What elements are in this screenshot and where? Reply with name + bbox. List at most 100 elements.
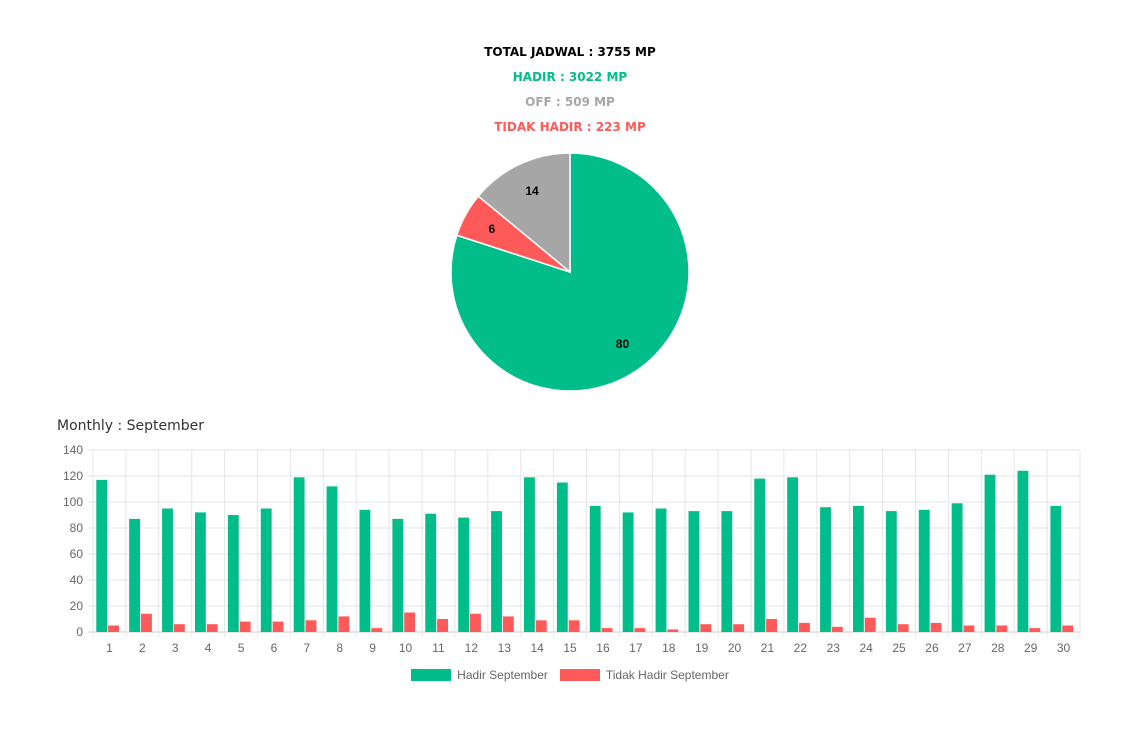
bar-tidak-hadir[interactable] [963,625,975,633]
bar-hadir[interactable] [885,511,897,632]
pie-slice-2[interactable] [477,152,571,274]
x-tick-label: 3 [172,641,179,655]
x-tick-label: 8 [336,641,343,655]
x-tick-label: 20 [728,641,742,655]
bar-tidak-hadir[interactable] [1029,628,1041,632]
bar-hadir[interactable] [260,508,272,633]
pie-slice-0[interactable] [450,152,690,392]
bar-tidak-hadir[interactable] [634,628,646,632]
bar-hadir[interactable] [194,512,206,632]
bar-tidak-hadir[interactable] [470,613,481,632]
bar-tidak-hadir[interactable] [601,628,613,632]
legend-swatch-hadir [411,669,452,681]
attendance-summary: TOTAL JADWAL : 3755 MP HADIR : 3022 MP O… [0,44,1140,144]
bar-tidak-hadir[interactable] [338,616,350,632]
bar-hadir[interactable] [326,486,338,632]
bar-tidak-hadir[interactable] [667,629,679,632]
bar-tidak-hadir[interactable] [535,620,547,632]
bar-hadir[interactable] [721,511,733,632]
bar-hadir[interactable] [293,477,305,632]
bar-tidak-hadir[interactable] [437,619,448,632]
x-tick-label: 10 [399,641,413,655]
bar-tidak-hadir[interactable] [930,622,942,632]
x-tick-label: 23 [827,641,841,655]
bar-tidak-hadir[interactable] [897,624,909,632]
bar-hadir[interactable] [1017,470,1029,632]
legend-label-tidak-hadir: Tidak Hadir September [605,668,729,682]
bar-tidak-hadir[interactable] [404,612,416,633]
bar-tidak-hadir[interactable] [141,613,152,632]
y-tick-label: 80 [70,521,84,535]
off-label: OFF : 509 MP [525,95,615,109]
y-tick-label: 100 [63,495,83,509]
chart-legend: Hadir September Tidak Hadir September [0,668,1140,682]
bar-tidak-hadir[interactable] [733,624,745,632]
x-tick-label: 30 [1057,641,1071,655]
legend-item-hadir[interactable]: Hadir September [411,668,548,682]
y-tick-label: 20 [70,599,84,613]
pie-slice-label-0: 80 [616,337,630,351]
bar-tidak-hadir[interactable] [996,625,1008,633]
bar-hadir[interactable] [129,518,141,632]
x-tick-label: 9 [369,641,376,655]
bar-tidak-hadir[interactable] [371,628,383,632]
bar-hadir[interactable] [523,477,535,632]
bar-hadir[interactable] [918,509,930,632]
bar-hadir[interactable] [162,508,173,633]
bar-tidak-hadir[interactable] [502,616,514,632]
y-tick-label: 40 [70,573,84,587]
bar-tidak-hadir[interactable] [206,624,218,632]
bar-tidak-hadir[interactable] [1062,625,1074,633]
bar-hadir[interactable] [951,503,963,632]
bar-hadir[interactable] [491,511,502,632]
bar-tidak-hadir[interactable] [831,626,843,632]
bar-hadir[interactable] [458,517,470,632]
x-tick-label: 13 [498,641,512,655]
x-tick-label: 6 [271,641,278,655]
attendance-pie-chart: 80 6 14 [450,152,690,392]
bar-hadir[interactable] [556,482,568,633]
bar-hadir[interactable] [820,507,831,632]
x-tick-label: 14 [530,641,544,655]
x-tick-label: 25 [892,641,906,655]
bar-tidak-hadir[interactable] [272,621,284,632]
bar-tidak-hadir[interactable] [173,624,185,632]
bar-hadir[interactable] [425,513,437,632]
bar-hadir[interactable] [754,478,766,632]
bar-hadir[interactable] [359,509,371,632]
x-tick-label: 15 [563,641,577,655]
bar-tidak-hadir[interactable] [864,617,876,632]
bar-hadir[interactable] [655,508,667,633]
bar-hadir[interactable] [227,515,239,632]
bar-hadir[interactable] [589,505,601,632]
bar-hadir[interactable] [688,511,700,632]
bar-tidak-hadir[interactable] [568,620,580,632]
bar-tidak-hadir[interactable] [799,622,810,632]
x-tick-label: 24 [859,641,873,655]
bar-hadir[interactable] [984,474,996,632]
bar-hadir[interactable] [622,512,634,632]
bar-tidak-hadir[interactable] [239,621,251,632]
bar-tidak-hadir[interactable] [305,620,317,632]
x-tick-label: 16 [596,641,610,655]
x-tick-label: 18 [662,641,676,655]
bar-hadir[interactable] [852,505,864,632]
present-label: HADIR : 3022 MP [512,70,628,84]
bar-hadir[interactable] [787,477,799,632]
bar-hadir[interactable] [96,479,108,632]
y-tick-label: 0 [76,625,83,639]
bar-tidak-hadir[interactable] [108,625,119,633]
bar-tidak-hadir[interactable] [766,619,777,632]
x-tick-label: 12 [465,641,479,655]
legend-swatch-tidak-hadir [559,669,600,681]
absent-label: TIDAK HADIR : 223 MP [494,120,646,134]
bar-hadir[interactable] [1050,505,1062,632]
legend-item-tidak-hadir[interactable]: Tidak Hadir September [559,668,729,682]
monthly-title: Monthly : September [57,418,205,434]
x-tick-label: 1 [106,641,113,655]
x-tick-label: 4 [205,641,212,655]
total-schedule-label: TOTAL JADWAL : 3755 MP [484,45,656,59]
bar-hadir[interactable] [392,518,404,632]
bar-tidak-hadir[interactable] [700,624,712,632]
